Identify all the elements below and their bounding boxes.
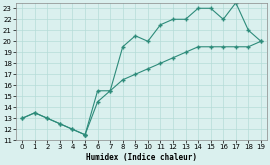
X-axis label: Humidex (Indice chaleur): Humidex (Indice chaleur) bbox=[86, 153, 197, 162]
